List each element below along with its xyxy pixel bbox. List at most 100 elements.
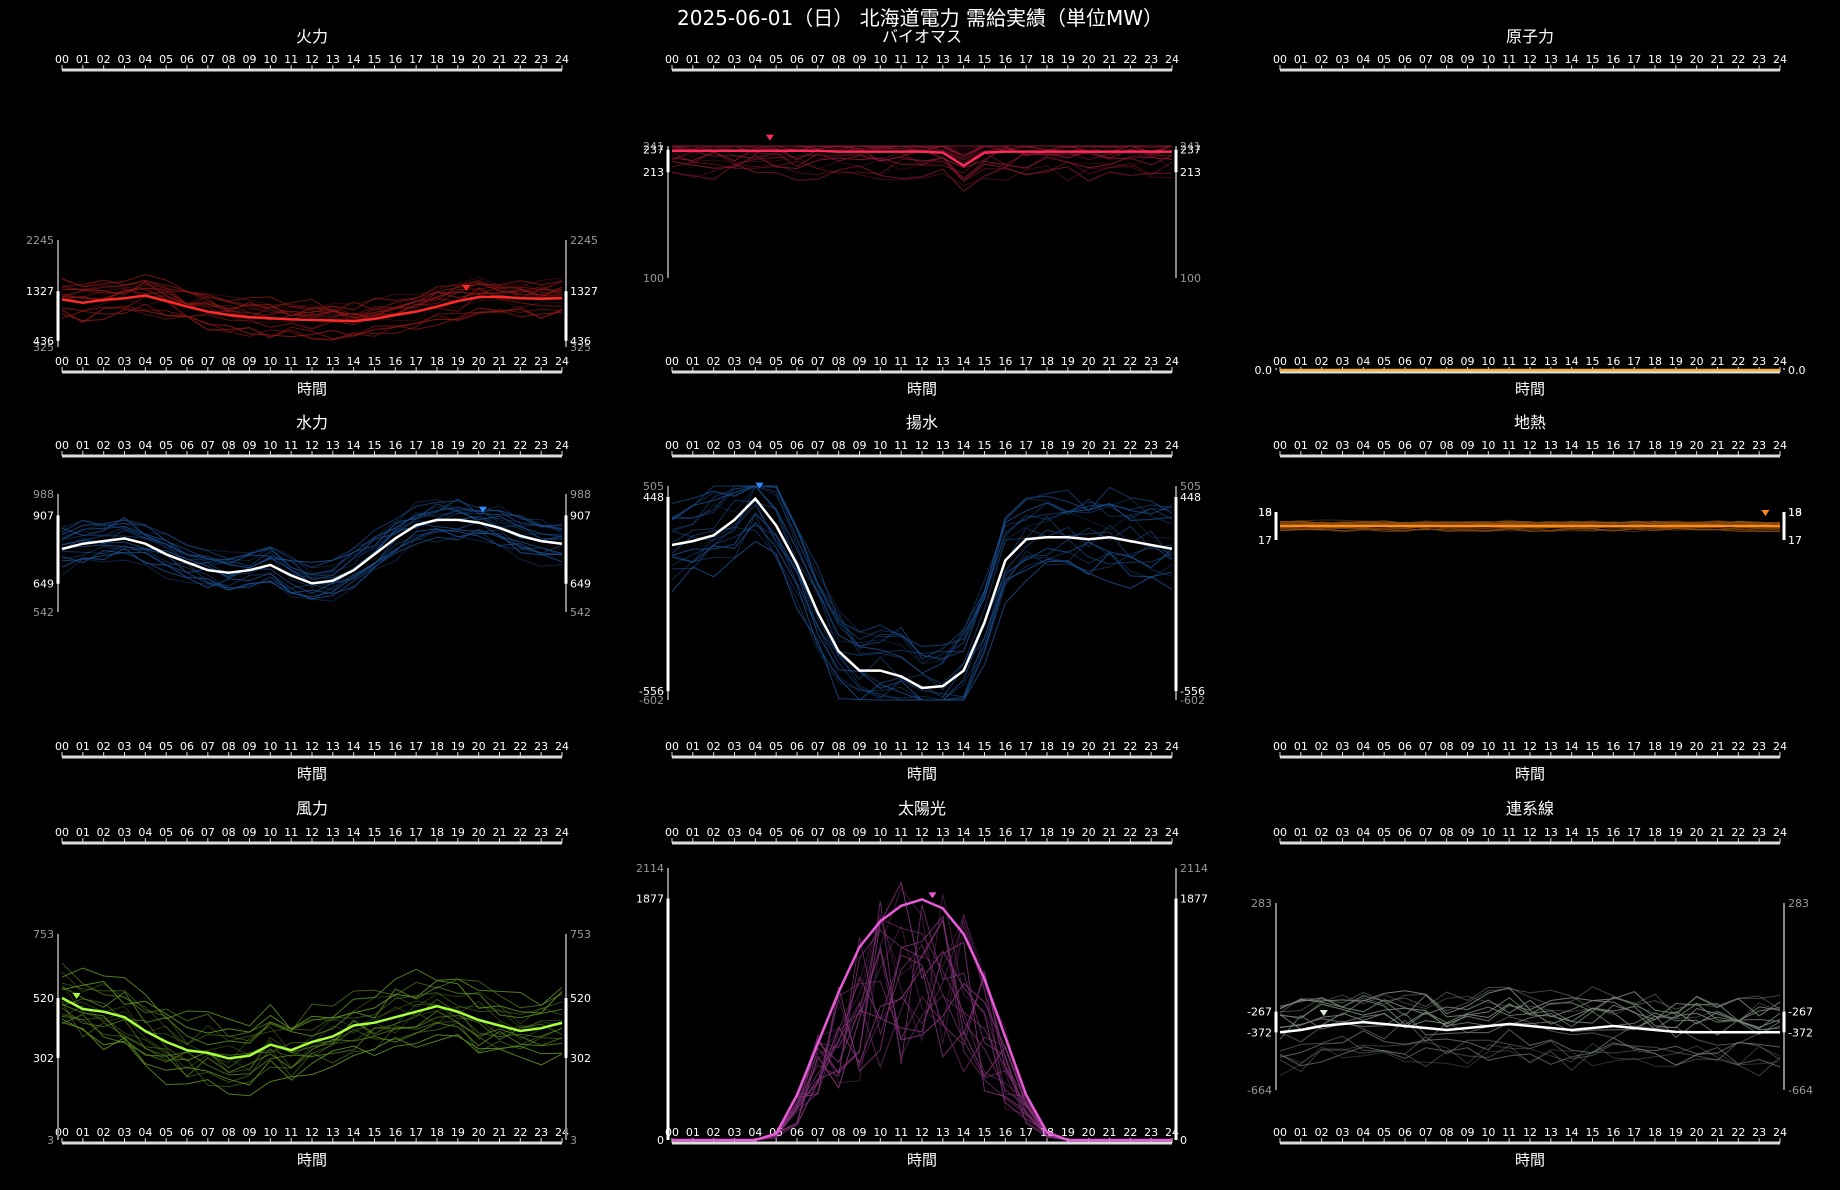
hour-tick-label: 11 xyxy=(1502,355,1516,368)
hour-tick-label: 02 xyxy=(97,439,111,452)
axis-max-label: 988 xyxy=(33,488,54,501)
axis-min-label: 325 xyxy=(33,341,54,354)
hour-tick-label: 11 xyxy=(1502,740,1516,753)
hour-tick-label: 21 xyxy=(1103,826,1117,839)
history-series-line xyxy=(61,986,563,1046)
hour-tick-label: 12 xyxy=(915,740,929,753)
hour-tick-label: 15 xyxy=(1586,439,1600,452)
hour-tick-label: 24 xyxy=(1773,439,1787,452)
axis-lower-label: 0 xyxy=(657,1134,664,1147)
hour-tick-label: 22 xyxy=(1123,826,1137,839)
hour-tick-label: 12 xyxy=(305,355,319,368)
hour-tick-label: 15 xyxy=(1586,355,1600,368)
hour-tick-label: 11 xyxy=(284,740,298,753)
history-series-line xyxy=(61,1015,563,1088)
hour-tick-label: 02 xyxy=(97,740,111,753)
hour-tick-label: 00 xyxy=(55,355,69,368)
hour-tick-label: 08 xyxy=(222,355,236,368)
hour-tick-label: 19 xyxy=(1061,355,1075,368)
history-series-line xyxy=(671,145,1173,161)
right-value-axis: 753 520 302 3 xyxy=(564,928,591,1147)
history-series-line xyxy=(1279,1016,1781,1046)
hour-tick-label: 05 xyxy=(1377,1126,1391,1139)
hour-tick-label: 13 xyxy=(936,1126,950,1139)
hour-tick-label: 17 xyxy=(409,53,423,66)
hour-tick-label: 01 xyxy=(686,439,700,452)
axis-upper-label: 907 xyxy=(33,509,54,522)
hour-tick-label: 11 xyxy=(1502,53,1516,66)
hour-tick-label: 07 xyxy=(811,439,825,452)
hour-tick-label: 08 xyxy=(222,1126,236,1139)
hour-tick-label: 24 xyxy=(1773,1126,1787,1139)
hour-tick-label: 13 xyxy=(326,1126,340,1139)
axis-upper-label: -267 xyxy=(1247,1006,1272,1019)
axis-max-label: 283 xyxy=(1251,897,1272,910)
hour-tick-label: 04 xyxy=(748,355,762,368)
hour-tick-label: 15 xyxy=(978,355,992,368)
hour-tick-label: 23 xyxy=(1144,53,1158,66)
history-series-line xyxy=(61,512,563,588)
history-series-line xyxy=(61,529,563,601)
hour-tick-label: 11 xyxy=(894,53,908,66)
history-series-line xyxy=(671,499,1173,701)
hour-tick-label: 21 xyxy=(493,1126,507,1139)
axis-upper-label: 1327 xyxy=(26,285,54,298)
hour-tick-label: 14 xyxy=(1565,53,1579,66)
history-series-line xyxy=(671,154,1173,180)
hour-tick-label: 03 xyxy=(118,826,132,839)
hour-tick-label: 22 xyxy=(513,826,527,839)
hour-tick-label: 09 xyxy=(853,740,867,753)
history-series-line xyxy=(61,1010,563,1076)
hour-tick-label: 15 xyxy=(978,1126,992,1139)
hour-tick-label: 21 xyxy=(1711,439,1725,452)
hour-tick-label: 18 xyxy=(1040,439,1054,452)
hour-tick-label: 16 xyxy=(998,439,1012,452)
left-value-axis: 2114 1877 0 xyxy=(636,862,670,1147)
hour-tick-label: 18 xyxy=(1648,740,1662,753)
hour-tick-label: 11 xyxy=(1502,1126,1516,1139)
hour-tick-label: 17 xyxy=(1019,1126,1033,1139)
hour-tick-label: 12 xyxy=(305,439,319,452)
hour-tick-label: 03 xyxy=(1336,740,1350,753)
hour-tick-label: 02 xyxy=(707,826,721,839)
hour-tick-label: 01 xyxy=(1294,826,1308,839)
hour-tick-label: 24 xyxy=(1773,53,1787,66)
hour-tick-label: 06 xyxy=(1398,53,1412,66)
hour-tick-label: 14 xyxy=(957,826,971,839)
marker-triangle xyxy=(478,506,487,513)
hour-tick-label: 07 xyxy=(811,826,825,839)
hour-tick-label: 04 xyxy=(1356,826,1370,839)
hour-tick-label: 10 xyxy=(1481,355,1495,368)
x-axis-label: 時間 xyxy=(297,1151,327,1169)
hour-tick-label: 05 xyxy=(159,740,173,753)
history-series-line xyxy=(1279,987,1781,1017)
hour-tick-label: 02 xyxy=(1315,826,1329,839)
hour-tick-label: 09 xyxy=(1461,1126,1475,1139)
axis-min-label: 3 xyxy=(47,1134,54,1147)
marker-triangle xyxy=(928,892,937,899)
hour-tick-label: 00 xyxy=(55,740,69,753)
hour-tick-label: 19 xyxy=(1061,826,1075,839)
hour-tick-label: 16 xyxy=(998,355,1012,368)
hour-tick-label: 14 xyxy=(1565,1126,1579,1139)
panel-title: 火力 xyxy=(296,27,328,46)
hour-tick-label: 06 xyxy=(180,355,194,368)
hour-tick-label: 10 xyxy=(873,439,887,452)
panel-title: 連系線 xyxy=(1506,799,1554,818)
history-series-line xyxy=(672,918,1172,1141)
hour-tick-label: 23 xyxy=(1144,826,1158,839)
history-series-line xyxy=(61,1007,563,1057)
axis-max-label: 283 xyxy=(1788,897,1809,910)
axis-lower-label: 213 xyxy=(643,166,664,179)
hour-tick-label: 08 xyxy=(222,53,236,66)
hour-tick-label: 05 xyxy=(159,439,173,452)
current-series-line xyxy=(671,496,1173,690)
current-series-line xyxy=(672,898,1172,1142)
hour-tick-label: 13 xyxy=(936,740,950,753)
hour-tick-label: 16 xyxy=(388,1126,402,1139)
hour-tick-label: 24 xyxy=(1165,826,1179,839)
hour-tick-label: 20 xyxy=(1690,826,1704,839)
hour-tick-label: 09 xyxy=(243,439,257,452)
